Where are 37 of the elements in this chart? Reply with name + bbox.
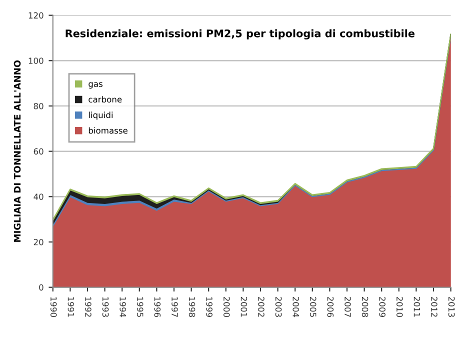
y-tick-label: 20 (34, 238, 44, 246)
x-tick-label: 2009 (379, 296, 386, 317)
x-tick-label: 1997 (172, 297, 178, 317)
x-tick-label: 2001 (240, 296, 248, 317)
y-tick-label: 120 (28, 12, 44, 19)
x-tick-label: 2010 (396, 296, 403, 317)
x-tick-label: 1990 (50, 297, 57, 317)
x-tick-label: 1995 (136, 297, 144, 317)
x-tick-label: 2006 (327, 296, 334, 318)
legend-label: carbone (88, 96, 122, 103)
y-tick-label: 80 (34, 102, 44, 110)
legend-label: liquidi (88, 112, 113, 120)
x-tick-label: 2013 (448, 296, 455, 317)
x-tick-label: 2008 (362, 296, 368, 317)
x-tick-label: 2004 (292, 296, 299, 318)
y-axis-title: MIGLIAIA DI TONNELLATE ALL'ANNO (14, 60, 21, 242)
text: Residenziale: emissioni PM2,5 per tipologia di combustibile (66, 29, 414, 40)
legend-label: gas (88, 82, 102, 89)
x-tick-label: 2003 (275, 296, 282, 317)
x-tick-label: 2007 (344, 296, 351, 317)
x-tick-label: 2002 (258, 296, 264, 317)
x-tick-label: 1991 (68, 297, 74, 317)
x-tick-label: 1994 (120, 297, 126, 318)
x-tick-label: 1992 (85, 297, 92, 317)
y-tick-label: 100 (28, 58, 44, 64)
x-tick-label: 1999 (206, 297, 212, 317)
x-tick-label: 1993 (102, 297, 109, 317)
y-tick-label: 0 (39, 284, 44, 291)
x-tick-label: 2011 (414, 296, 420, 317)
legend-label: biomasse (88, 127, 128, 134)
x-tick-label: 1996 (154, 297, 161, 318)
y-tick-label: 40 (34, 194, 44, 200)
x-tick-label: 1998 (188, 297, 196, 317)
x-tick-label: 2012 (431, 296, 438, 317)
x-tick-label: 2005 (310, 296, 316, 317)
y-tick-label: 60 (34, 148, 44, 155)
x-tick-label: 2000 (223, 296, 230, 317)
